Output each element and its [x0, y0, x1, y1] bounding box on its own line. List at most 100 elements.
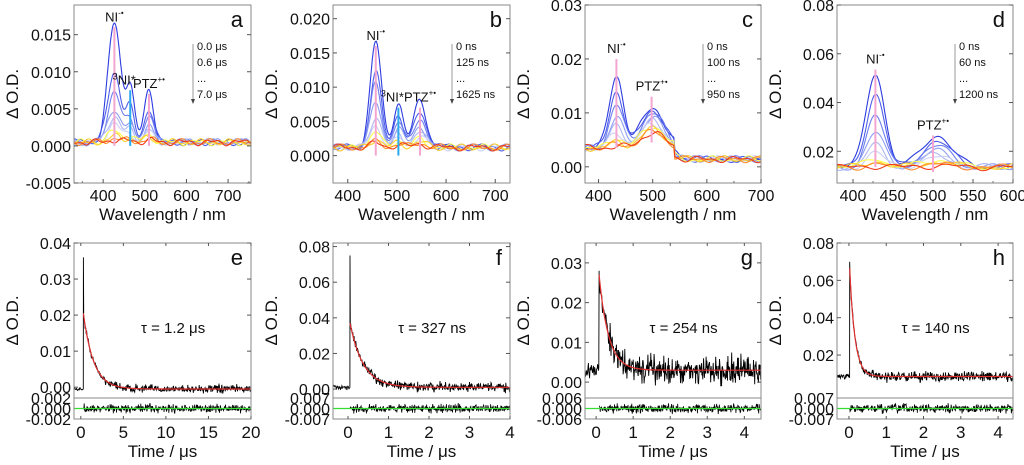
- time-legend-item: ...: [197, 73, 206, 85]
- spectra-group-d: [837, 74, 1013, 172]
- x-tick-label: 2: [919, 423, 928, 442]
- x-tick-label: 700: [215, 188, 242, 205]
- y-tick-label: 0.005: [31, 102, 71, 119]
- y-tick-label: 0.02: [299, 346, 330, 363]
- time-legend-item: 0.6 μs: [197, 57, 228, 69]
- time-legend-item: ...: [959, 73, 968, 85]
- peak-label: 3NI*: [381, 89, 404, 105]
- axes-d-frame: [836, 4, 1014, 184]
- x-tick-label: 3: [703, 423, 712, 442]
- spectrum-line: [585, 128, 761, 164]
- panel-b: NI-• 3NI* PTZ+• 400 500 600 700 0.000 0.005 0.010…: [262, 4, 511, 224]
- peak-label-text: NI: [866, 52, 879, 67]
- peak-label: NI-•: [367, 27, 386, 43]
- peak-label-text: NI: [367, 28, 380, 43]
- superscript: +•: [429, 89, 437, 98]
- peak-label-text: NI*: [386, 90, 404, 105]
- x-tick-label: 4: [993, 423, 1002, 442]
- time-legend-item: ...: [456, 73, 465, 85]
- superscript: -•: [879, 51, 885, 60]
- x-tick-label: 2: [665, 423, 674, 442]
- panel-f: 0 1 2 3 4 0.00 0.02 0.04 0.06 0.08 0.0070.000-0.00…: [262, 240, 515, 461]
- panel-letter: e: [231, 245, 243, 270]
- x-tick-label: 500: [131, 188, 158, 205]
- x-tick-label: 20: [242, 423, 261, 442]
- y-tick-label: 0.010: [31, 65, 71, 82]
- spectrum-line: [837, 159, 1013, 170]
- y-axis-label-g: Δ O.D.: [514, 295, 533, 345]
- y-tick-label: 0.00: [551, 375, 582, 392]
- x-tick-label: 600: [693, 188, 720, 205]
- panel-letter: f: [496, 245, 503, 270]
- y-axis-label-b: Δ O.D.: [262, 69, 281, 119]
- panel-e: 0 5 10 15 20 0.00 0.01 0.02 0.03 0.04 0.0020.000-0…: [3, 236, 260, 461]
- exponential-fit-line: [82, 313, 251, 390]
- time-arrow-head-icon: [701, 99, 705, 104]
- x-tick-label: 550: [960, 188, 987, 205]
- y-tick-label: 0.02: [803, 144, 834, 161]
- y-tick-label: 0.04: [299, 311, 330, 328]
- time-legend-item: 1200 ns: [959, 89, 999, 101]
- y-tick-label: 0.03: [40, 272, 71, 289]
- x-tick-label: 400: [585, 188, 612, 205]
- y-axis-label-f: Δ O.D.: [262, 295, 281, 345]
- x-tick-label: 1: [881, 423, 890, 442]
- residual-tick-label: 0.007: [794, 391, 834, 408]
- kinetic-trace-group-e: [74, 257, 251, 394]
- panel-d: NI-• PTZ+• 400 450 500 550 600 0.02 0.04 0.06 0.08…: [766, 0, 1024, 224]
- y-axis-label-h: Δ O.D.: [766, 295, 785, 345]
- panel-letter: d: [993, 7, 1005, 32]
- y-tick-label: 0.005: [290, 114, 330, 131]
- spectrum-line: [585, 117, 761, 163]
- panel-letter: c: [742, 7, 753, 32]
- spectrum-line: [837, 163, 1013, 172]
- y-tick-label: 0.01: [551, 106, 582, 123]
- spectrum-line: [585, 131, 761, 164]
- y-tick-label: 0.06: [299, 275, 330, 292]
- x-axis-label-b: Wavelength / nm: [358, 205, 485, 224]
- y-axis-label-c: Δ O.D.: [514, 69, 533, 119]
- time-legend-item: 0 ns: [456, 41, 477, 53]
- y-tick-label: 0.00: [551, 160, 582, 177]
- time-legend-item: 60 ns: [959, 57, 986, 69]
- x-axis-label-h: Time / μs: [890, 442, 960, 461]
- x-axis-label-g: Time / μs: [638, 442, 708, 461]
- superscript: 3: [113, 71, 118, 81]
- residual-trace: [849, 402, 1013, 414]
- spectrum-line: [585, 122, 761, 163]
- panel-c: NI-• PTZ+• 400 500 600 700 0.00 0.01 0.02 0.03 Wav…: [514, 0, 774, 224]
- residual-trace: [599, 403, 761, 415]
- y-axis-label-e: Δ O.D.: [3, 295, 22, 345]
- axes-a-frame: [73, 4, 252, 184]
- x-tick-label: 2: [424, 423, 433, 442]
- residual-tick-label: 0.000: [290, 402, 330, 419]
- kinetic-trace-group-g: [585, 270, 761, 387]
- y-tick-label: 0.08: [803, 236, 834, 253]
- peak-label: NI-•: [866, 51, 885, 67]
- superscript: +•: [660, 78, 668, 87]
- x-tick-label: 3: [465, 423, 474, 442]
- residual-tick-label: 0.000: [31, 402, 71, 419]
- lifetime-annotation: τ = 1.2 μs: [141, 320, 205, 337]
- x-tick-label: 400: [840, 188, 867, 205]
- x-tick-label: 0: [591, 423, 600, 442]
- time-legend-item: 7.0 μs: [197, 89, 228, 101]
- x-tick-label: 1: [628, 423, 637, 442]
- y-tick-label: 0.04: [803, 96, 834, 113]
- time-legend-item: 125 ns: [456, 57, 490, 69]
- x-tick-label: 0: [343, 423, 352, 442]
- y-tick-label: 0.015: [290, 46, 330, 63]
- y-tick-label: 0.000: [290, 149, 330, 166]
- y-tick-label: 0.00: [299, 382, 330, 399]
- y-tick-label: 0.020: [290, 12, 330, 29]
- peak-label: NI-•: [105, 8, 124, 24]
- time-legend-item: 0 ns: [707, 41, 728, 53]
- spectra-group-c: [585, 75, 761, 164]
- residual-tick-label: 0.002: [31, 391, 71, 408]
- y-tick-label: 0.015: [31, 28, 71, 45]
- x-tick-label: 4: [740, 423, 749, 442]
- peak-label-text: NI*: [118, 72, 136, 87]
- residual-tick-label: 0.007: [290, 391, 330, 408]
- peak-label-text: PTZ: [636, 79, 661, 94]
